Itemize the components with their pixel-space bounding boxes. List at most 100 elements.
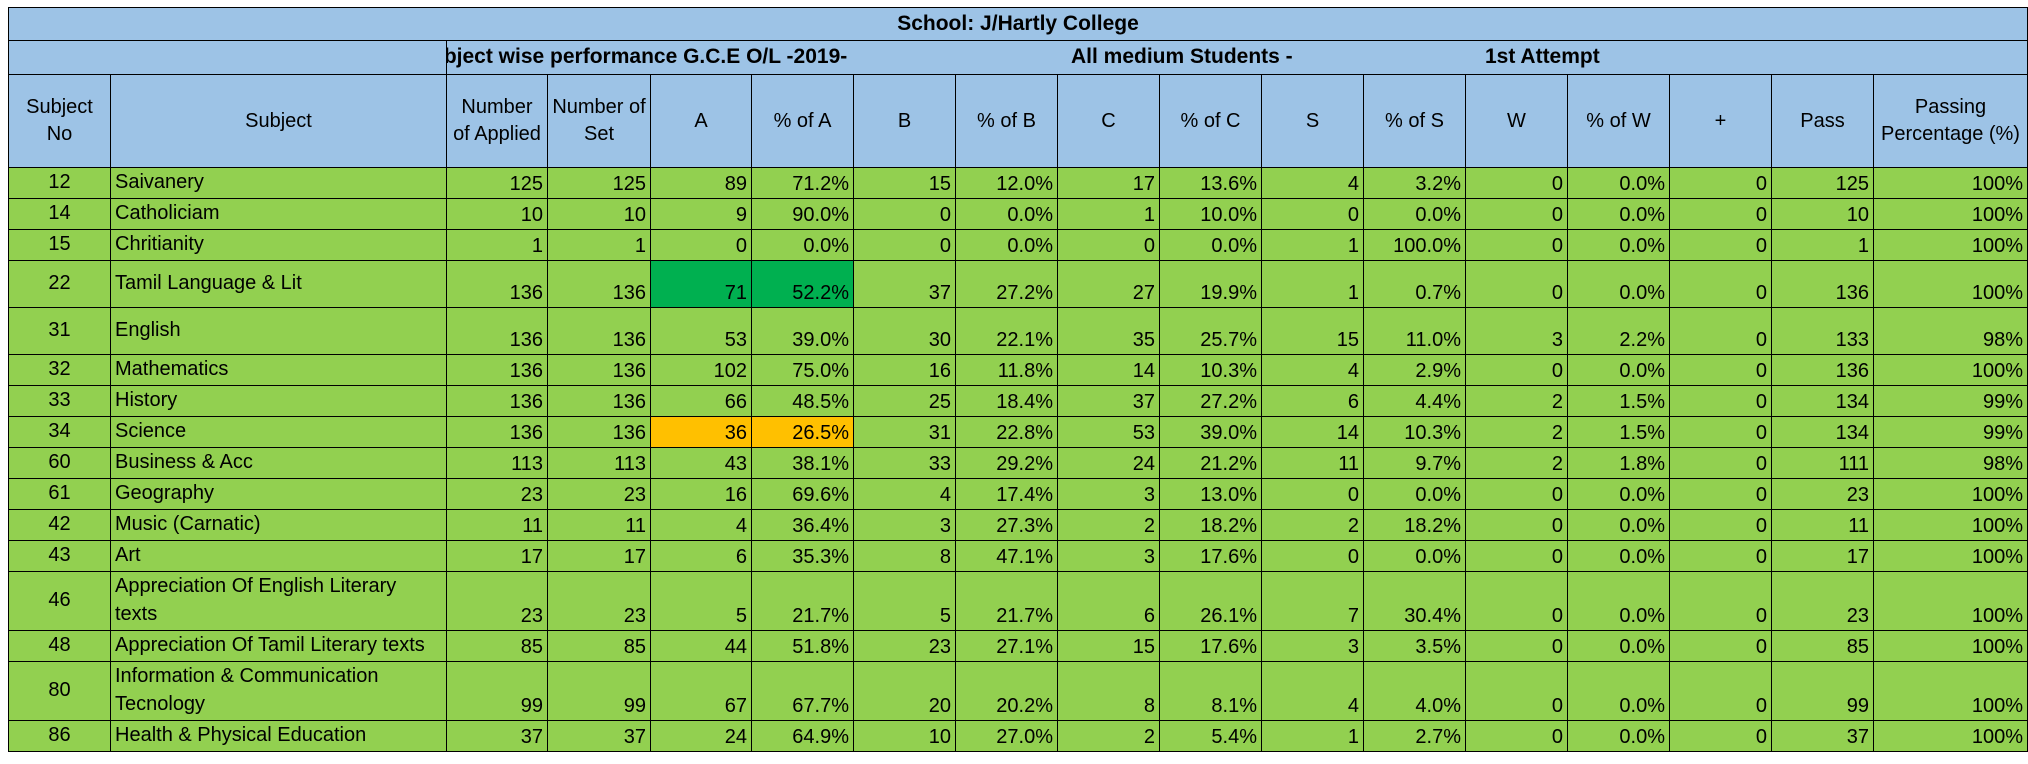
data-cell[interactable]: 37 xyxy=(446,720,548,752)
data-cell[interactable]: 52.2% xyxy=(751,260,854,308)
data-cell[interactable]: 27.2% xyxy=(955,260,1058,308)
subject-cell[interactable]: Appreciation Of Tamil Literary texts xyxy=(110,630,447,662)
data-cell[interactable]: 75.0% xyxy=(751,354,854,386)
data-cell[interactable]: 27 xyxy=(1057,260,1160,308)
data-cell[interactable]: 1 xyxy=(446,229,548,261)
data-cell[interactable]: 113 xyxy=(446,447,548,479)
subject-cell[interactable]: Information & Communication Tecnology xyxy=(110,661,447,721)
data-cell[interactable]: 0 xyxy=(1669,198,1772,230)
data-cell[interactable]: 0.0% xyxy=(955,229,1058,261)
data-cell[interactable]: 4 xyxy=(853,478,956,510)
data-cell[interactable]: 125 xyxy=(446,167,548,199)
data-cell[interactable]: 43 xyxy=(650,447,752,479)
subtitle-band[interactable]: Subject wise performance G.C.E O/L -2019… xyxy=(446,40,2028,75)
data-cell[interactable]: 47.1% xyxy=(955,540,1058,572)
data-cell[interactable]: 1.5% xyxy=(1567,416,1670,448)
data-cell[interactable]: 23 xyxy=(446,478,548,510)
data-cell[interactable]: 31 xyxy=(853,416,956,448)
column-header-3[interactable]: Number of Set xyxy=(547,74,651,168)
subject-cell[interactable]: History xyxy=(110,385,447,417)
data-cell[interactable]: 3 xyxy=(1057,540,1160,572)
subject-cell[interactable]: Geography xyxy=(110,478,447,510)
subject-cell[interactable]: Health & Physical Education xyxy=(110,720,447,752)
data-cell[interactable]: 2 xyxy=(1465,416,1568,448)
column-header-6[interactable]: B xyxy=(853,74,956,168)
data-cell[interactable]: 48.5% xyxy=(751,385,854,417)
data-cell[interactable]: 100% xyxy=(1873,571,2028,631)
column-header-10[interactable]: S xyxy=(1261,74,1364,168)
data-cell[interactable]: 24 xyxy=(1057,447,1160,479)
data-cell[interactable]: 43 xyxy=(8,540,111,572)
data-cell[interactable]: 111 xyxy=(1771,447,1874,479)
data-cell[interactable]: 1 xyxy=(1261,720,1364,752)
data-cell[interactable]: 20.2% xyxy=(955,661,1058,721)
data-cell[interactable]: 10 xyxy=(853,720,956,752)
data-cell[interactable]: 10.3% xyxy=(1363,416,1466,448)
data-cell[interactable]: 4.4% xyxy=(1363,385,1466,417)
data-cell[interactable]: 0.0% xyxy=(751,229,854,261)
data-cell[interactable]: 100% xyxy=(1873,198,2028,230)
data-cell[interactable]: 0 xyxy=(1261,198,1364,230)
data-cell[interactable]: 9 xyxy=(650,198,752,230)
data-cell[interactable]: 0.0% xyxy=(1567,720,1670,752)
data-cell[interactable]: 102 xyxy=(650,354,752,386)
data-cell[interactable]: 89 xyxy=(650,167,752,199)
data-cell[interactable]: 11 xyxy=(1771,509,1874,541)
data-cell[interactable]: 8 xyxy=(1057,661,1160,721)
data-cell[interactable]: 100% xyxy=(1873,167,2028,199)
data-cell[interactable]: 69.6% xyxy=(751,478,854,510)
data-cell[interactable]: 85 xyxy=(547,630,651,662)
data-cell[interactable]: 11 xyxy=(446,509,548,541)
data-cell[interactable]: 99 xyxy=(547,661,651,721)
data-cell[interactable]: 136 xyxy=(446,354,548,386)
data-cell[interactable]: 0.0% xyxy=(1567,198,1670,230)
data-cell[interactable]: 136 xyxy=(547,354,651,386)
subject-cell[interactable]: Science xyxy=(110,416,447,448)
data-cell[interactable]: 1.5% xyxy=(1567,385,1670,417)
data-cell[interactable]: 80 xyxy=(8,661,111,721)
data-cell[interactable]: 2.2% xyxy=(1567,307,1670,355)
data-cell[interactable]: 1 xyxy=(1261,229,1364,261)
data-cell[interactable]: 8.1% xyxy=(1159,661,1262,721)
data-cell[interactable]: 15 xyxy=(1261,307,1364,355)
data-cell[interactable]: 23 xyxy=(1771,478,1874,510)
data-cell[interactable]: 0 xyxy=(1465,229,1568,261)
data-cell[interactable]: 11.8% xyxy=(955,354,1058,386)
column-header-11[interactable]: % of S xyxy=(1363,74,1466,168)
data-cell[interactable]: 25.7% xyxy=(1159,307,1262,355)
data-cell[interactable]: 14 xyxy=(8,198,111,230)
data-cell[interactable]: 44 xyxy=(650,630,752,662)
data-cell[interactable]: 98% xyxy=(1873,447,2028,479)
data-cell[interactable]: 36 xyxy=(650,416,752,448)
subject-cell[interactable]: Art xyxy=(110,540,447,572)
data-cell[interactable]: 0 xyxy=(1669,661,1772,721)
data-cell[interactable]: 0.0% xyxy=(1159,229,1262,261)
data-cell[interactable]: 12.0% xyxy=(955,167,1058,199)
data-cell[interactable]: 8 xyxy=(853,540,956,572)
column-header-7[interactable]: % of B xyxy=(955,74,1058,168)
data-cell[interactable]: 0 xyxy=(1669,229,1772,261)
data-cell[interactable]: 27.0% xyxy=(955,720,1058,752)
data-cell[interactable]: 0 xyxy=(1669,478,1772,510)
data-cell[interactable]: 9.7% xyxy=(1363,447,1466,479)
column-header-0[interactable]: Subject No xyxy=(8,74,111,168)
data-cell[interactable]: 30.4% xyxy=(1363,571,1466,631)
data-cell[interactable]: 136 xyxy=(446,260,548,308)
data-cell[interactable]: 10.3% xyxy=(1159,354,1262,386)
data-cell[interactable]: 26.1% xyxy=(1159,571,1262,631)
data-cell[interactable]: 134 xyxy=(1771,385,1874,417)
data-cell[interactable]: 0 xyxy=(1465,354,1568,386)
data-cell[interactable]: 66 xyxy=(650,385,752,417)
data-cell[interactable]: 0 xyxy=(1057,229,1160,261)
data-cell[interactable]: 3 xyxy=(1465,307,1568,355)
data-cell[interactable]: 0 xyxy=(1669,260,1772,308)
data-cell[interactable]: 0.0% xyxy=(1567,229,1670,261)
data-cell[interactable]: 14 xyxy=(1261,416,1364,448)
data-cell[interactable]: 37 xyxy=(1771,720,1874,752)
data-cell[interactable]: 136 xyxy=(547,260,651,308)
data-cell[interactable]: 0.0% xyxy=(1567,509,1670,541)
data-cell[interactable]: 27.3% xyxy=(955,509,1058,541)
data-cell[interactable]: 0 xyxy=(1669,385,1772,417)
column-header-4[interactable]: A xyxy=(650,74,752,168)
data-cell[interactable]: 71 xyxy=(650,260,752,308)
